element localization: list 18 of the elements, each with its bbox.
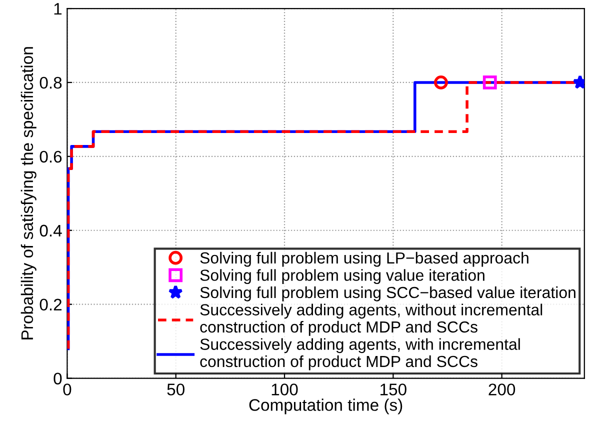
x-tick-label: 200 [488, 384, 516, 396]
legend-label: Solving full problem using value iteration [200, 269, 484, 284]
x-axis-title: Computation time (s) [249, 398, 402, 414]
x-tick-label: 50 [167, 384, 184, 396]
y-axis-title: Probability of satisfying the specification [20, 47, 36, 340]
legend-label: Successively adding agents, without incremental construction of product MDP and SCCs [200, 304, 542, 336]
legend-label: Solving full problem using LP−based approach [200, 252, 528, 267]
y-tick-label: 0 [54, 372, 62, 384]
y-tick-label: 1 [54, 3, 62, 15]
legend-label: Solving full problem using SCC−based value iteration [200, 286, 576, 302]
legend-label: Successively adding agents, with incremental construction of product MDP and SCCs [200, 338, 520, 370]
y-tick-label: 0.6 [40, 150, 62, 163]
y-tick-label: 0.8 [40, 76, 62, 89]
x-tick-label: 0 [63, 384, 72, 396]
y-tick-label: 0.4 [40, 224, 62, 237]
y-tick-label: 0.2 [40, 298, 62, 311]
x-tick-label: 150 [380, 384, 406, 396]
x-tick-label: 100 [272, 384, 298, 396]
